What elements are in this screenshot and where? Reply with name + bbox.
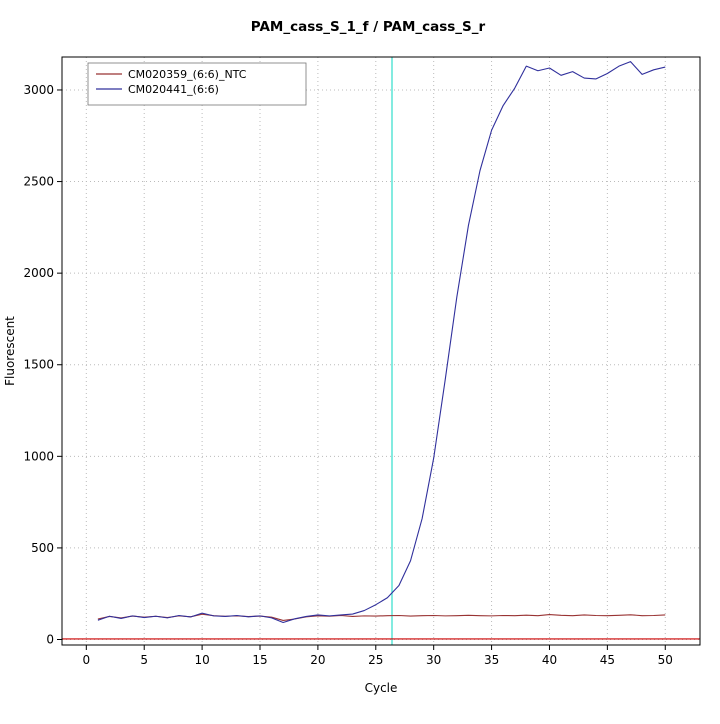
x-tick-label: 40 [542,653,557,667]
x-tick-label: 15 [252,653,267,667]
x-tick-label: 45 [600,653,615,667]
legend-label-0: CM020359_(6:6)_NTC [128,68,247,81]
plot-area: 0 5 10 15 20 25 30 35 40 45 5005001000150020002500… [23,56,701,667]
y-tick-label: 2000 [23,266,54,280]
y-tick-label: 500 [31,541,54,555]
x-tick-label: 25 [368,653,383,667]
x-tick-label: 30 [426,653,441,667]
x-axis-label: Cycle [365,681,398,695]
x-tick-label: 35 [484,653,499,667]
y-tick-label: 1000 [23,449,54,463]
y-tick-label: 2500 [23,175,54,189]
legend-box [87,62,307,106]
chart-title: PAM_cass_S_1_f / PAM_cass_S_r [251,19,486,35]
y-tick-label: 3000 [23,83,54,97]
y-axis-label: Fluorescent [3,316,17,386]
x-tick-label: 5 [140,653,148,667]
series-line-0 [97,613,666,622]
plot-border [61,56,701,646]
y-tick-label: 0 [46,633,54,647]
x-tick-label: 0 [82,653,90,667]
x-tick-label: 50 [658,653,673,667]
x-tick-label: 10 [194,653,209,667]
legend-label-1: CM020441_(6:6) [128,83,219,96]
x-tick-label: 20 [310,653,325,667]
y-tick-label: 1500 [23,358,54,372]
series-line-1 [97,61,666,624]
